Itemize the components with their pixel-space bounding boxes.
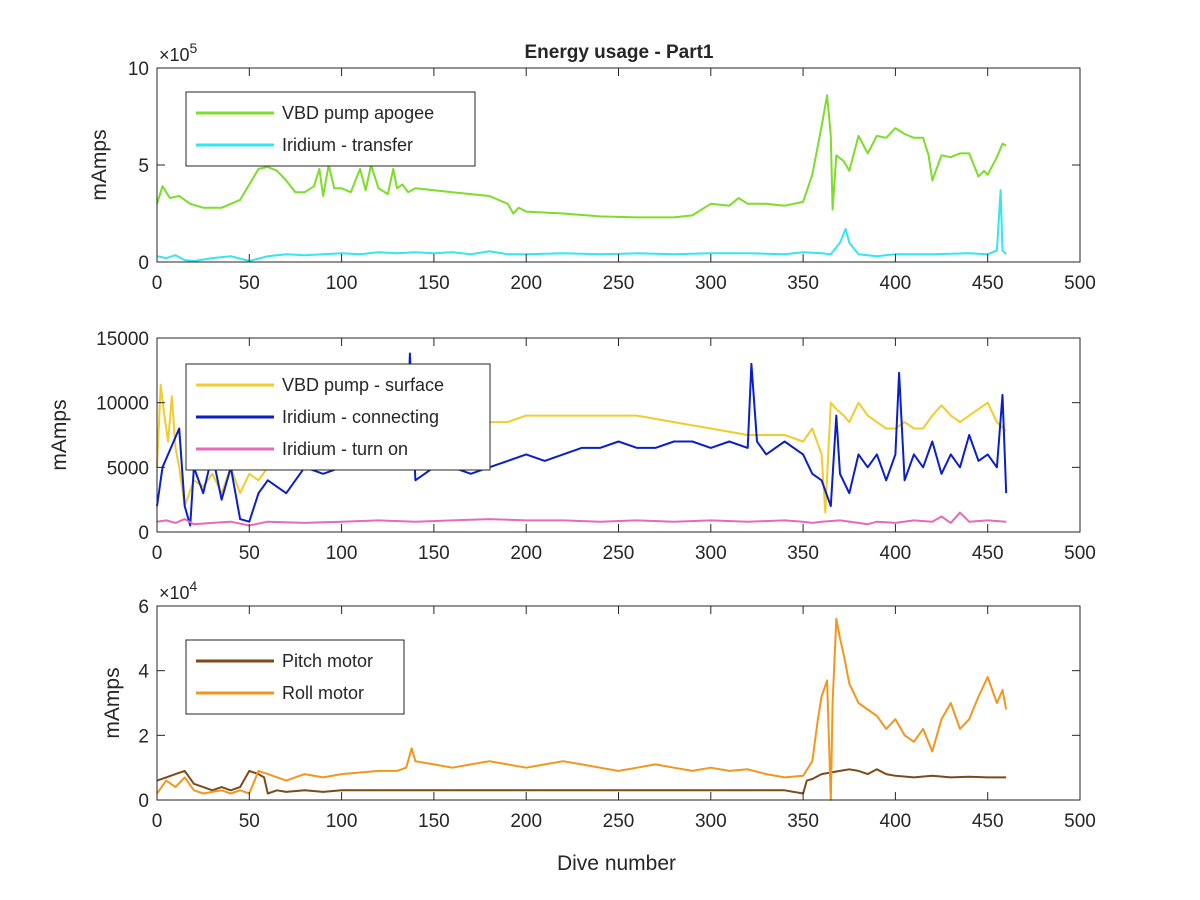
legend-label-1: VBD pump apogee: [282, 103, 434, 123]
y-tick-label: 5: [138, 156, 149, 177]
x-tick-label: 500: [1064, 273, 1096, 294]
x-tick-label: 100: [326, 273, 358, 294]
x-tick-label: 400: [880, 273, 912, 294]
x-tick-label: 50: [239, 811, 260, 832]
y-tick-label: 10: [128, 59, 149, 80]
x-tick-label: 450: [972, 273, 1004, 294]
legend-box: [185, 639, 405, 715]
exponent-power: 4: [190, 578, 198, 594]
y-exponent-label: ×104: [159, 578, 198, 603]
y-axis-label: mAmps: [88, 129, 111, 200]
x-tick-label: 500: [1064, 811, 1096, 832]
exponent-base: ×10: [159, 583, 190, 603]
y-exponent-label: ×105: [159, 40, 198, 65]
x-tick-label: 300: [695, 273, 727, 294]
exponent-power: 5: [190, 40, 198, 56]
x-tick-label: 450: [972, 811, 1004, 832]
x-tick-label: 300: [695, 811, 727, 832]
x-tick-label: 200: [510, 273, 542, 294]
legend-label-3: Iridium - turn on: [282, 439, 408, 459]
y-tick-label: 2: [138, 726, 149, 747]
legend-label-2: Iridium - connecting: [282, 407, 439, 427]
legend: VBD pump - surface Iridium - connecting Ir…: [185, 363, 491, 471]
x-tick-label: 150: [418, 273, 450, 294]
x-tick-label: 250: [603, 543, 635, 564]
y-axis-label: mAmps: [101, 667, 124, 738]
x-tick-label: 150: [418, 543, 450, 564]
x-tick-label: 500: [1064, 543, 1096, 564]
x-tick-label: 0: [152, 811, 163, 832]
series-line-2: [156, 352, 1008, 527]
x-tick-label: 150: [418, 811, 450, 832]
x-tick-label: 200: [510, 543, 542, 564]
series-line-2: [156, 189, 1007, 262]
series-line-1: [156, 768, 1007, 795]
series-line-2: [156, 617, 1008, 801]
series-line-3: [156, 511, 1007, 527]
y-tick-label: 5000: [107, 458, 149, 479]
x-tick-label: 50: [239, 543, 260, 564]
y-tick-label: 15000: [96, 329, 149, 350]
legend-label-2: Roll motor: [282, 683, 364, 703]
x-tick-label: 200: [510, 811, 542, 832]
x-tick-label: 400: [880, 811, 912, 832]
x-tick-label: 350: [787, 811, 819, 832]
y-tick-label: 10000: [96, 394, 149, 415]
series-line-1: [156, 94, 1007, 219]
legend-box: [185, 91, 476, 167]
y-axis-label: mAmps: [48, 399, 71, 470]
x-tick-label: 100: [326, 811, 358, 832]
x-tick-label: 250: [603, 273, 635, 294]
x-tick-label: 100: [326, 543, 358, 564]
legend-label-2: Iridium - transfer: [282, 135, 413, 155]
exponent-base: ×10: [159, 45, 190, 65]
x-tick-label: 450: [972, 543, 1004, 564]
chart-panel-2: 0 50 100 150 200 250 300 350 400 450 5000500010000…: [48, 329, 1096, 564]
x-tick-label: 50: [239, 273, 260, 294]
x-tick-label: 250: [603, 811, 635, 832]
x-tick-label: 400: [880, 543, 912, 564]
legend: Pitch motor Roll motor: [185, 639, 405, 715]
x-tick-label: 0: [152, 273, 163, 294]
y-tick-label: 6: [138, 597, 149, 618]
chart-panel-3: 0 50 100 150 200 250 300 350 400 450 5000246×104mA…: [101, 578, 1096, 875]
legend-label-1: Pitch motor: [282, 651, 373, 671]
figure-title: Energy usage - Part1: [524, 42, 713, 63]
series-line-1: [156, 383, 1007, 514]
x-tick-label: 0: [152, 543, 163, 564]
y-tick-label: 0: [138, 523, 149, 544]
y-tick-label: 0: [138, 253, 149, 274]
x-axis-label: Dive number: [557, 852, 676, 875]
legend: VBD pump apogee Iridium - transfer: [185, 91, 476, 167]
y-tick-label: 4: [138, 662, 149, 683]
legend-label-1: VBD pump - surface: [282, 375, 444, 395]
y-tick-label: 0: [138, 791, 149, 812]
x-tick-label: 350: [787, 543, 819, 564]
x-tick-label: 350: [787, 273, 819, 294]
chart-panel-1: 0 50 100 150 200 250 300 350 400 450 5000510×105mA…: [88, 40, 1096, 294]
x-tick-label: 300: [695, 543, 727, 564]
chart-panels: 0 50 100 150 200 250 300 350 400 450 5000510×105mA…: [48, 40, 1096, 875]
